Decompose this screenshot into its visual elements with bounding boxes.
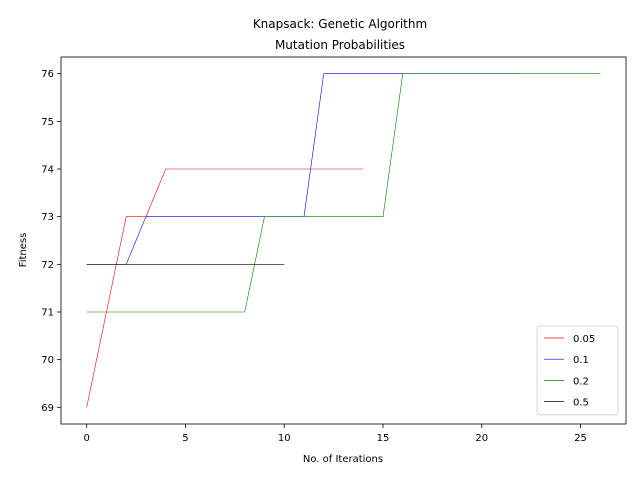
chart-title-line-2: Mutation Probabilities (275, 38, 405, 52)
y-tick-label: 71 (41, 307, 54, 318)
y-tick-label: 73 (41, 212, 54, 223)
x-tick-label: 0 (83, 433, 89, 444)
legend-label: 0.1 (573, 355, 589, 366)
y-axis-label: Fitness (18, 233, 29, 268)
x-axis-ticks: 0 5 10 15 20 25 (83, 424, 587, 444)
legend: 0.05 0.1 0.2 0.5 (536, 325, 619, 416)
legend-label: 0.2 (573, 376, 589, 387)
y-tick-label: 74 (41, 165, 54, 176)
chart-title: Knapsack: Genetic Algorithm Mutation Pro… (253, 17, 427, 52)
y-tick-label: 69 (41, 403, 54, 414)
chart-title-line-1: Knapsack: Genetic Algorithm (253, 17, 427, 31)
x-tick-label: 5 (182, 433, 188, 444)
plot-frame (60, 56, 627, 425)
legend-box (536, 325, 619, 416)
x-tick-label: 15 (377, 433, 390, 444)
x-axis-label: No. of Iterations (303, 454, 383, 465)
y-tick-label: 76 (41, 69, 54, 80)
y-tick-label: 70 (41, 355, 54, 366)
y-axis-ticks: 69 70 71 72 73 74 75 76 (41, 69, 61, 414)
series-line-0 (86, 168, 364, 408)
x-tick-label: 20 (475, 433, 488, 444)
series-line-2 (86, 73, 601, 313)
legend-label: 0.05 (573, 334, 595, 345)
x-tick-label: 25 (574, 433, 587, 444)
plot-lines (86, 73, 601, 408)
y-tick-label: 75 (41, 117, 54, 128)
x-tick-label: 10 (278, 433, 291, 444)
y-tick-label: 72 (41, 260, 54, 271)
legend-label: 0.5 (573, 398, 589, 409)
